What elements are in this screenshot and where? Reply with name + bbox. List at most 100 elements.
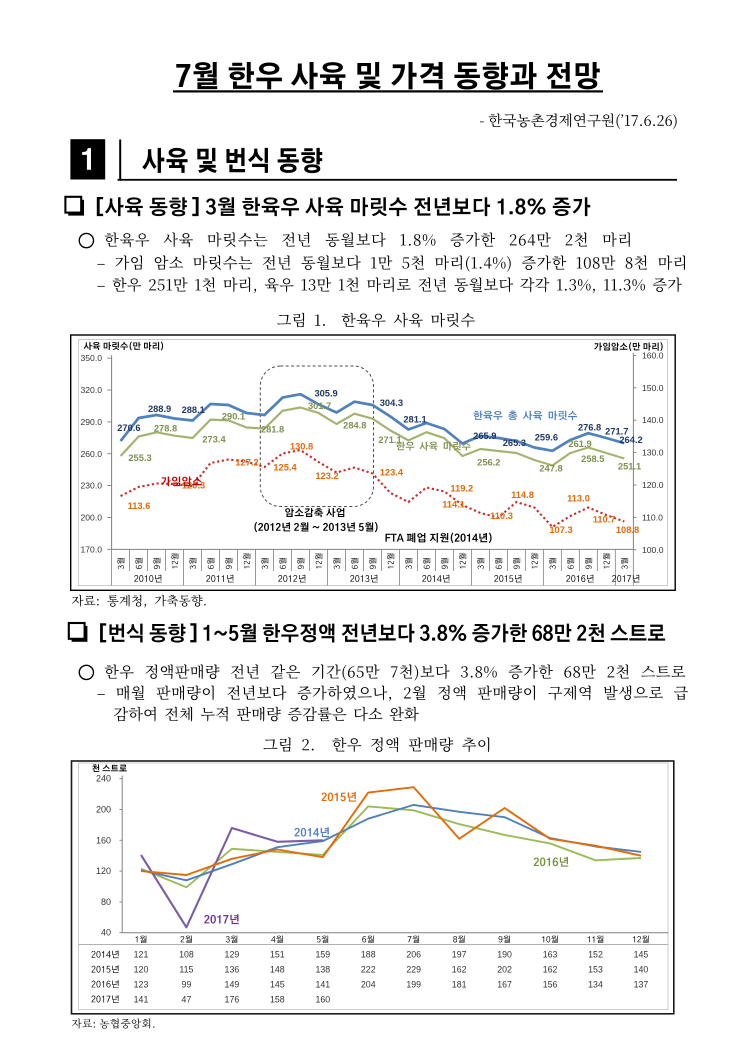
svg-text:162: 162	[543, 965, 558, 975]
svg-text:156: 156	[543, 979, 558, 989]
svg-text:108: 108	[179, 950, 194, 960]
svg-text:120.0: 120.0	[642, 480, 664, 490]
svg-text:256.2: 256.2	[477, 458, 500, 468]
svg-text:278.8: 278.8	[154, 423, 177, 433]
svg-text:160: 160	[315, 994, 330, 1004]
svg-text:255.3: 255.3	[128, 453, 151, 463]
svg-text:273.4: 273.4	[202, 434, 226, 444]
svg-text:113.0: 113.0	[567, 493, 590, 503]
svg-text:130.8: 130.8	[290, 441, 313, 451]
svg-text:163: 163	[543, 950, 558, 960]
svg-text:120: 120	[134, 965, 149, 975]
svg-text:251.1: 251.1	[618, 461, 641, 471]
svg-text:114.8: 114.8	[511, 490, 534, 500]
svg-text:130.0: 130.0	[642, 448, 664, 458]
svg-text:265.3: 265.3	[503, 438, 526, 448]
svg-text:108.8: 108.8	[616, 525, 639, 535]
svg-text:261.9: 261.9	[568, 439, 591, 449]
svg-text:119.2: 119.2	[450, 484, 473, 494]
svg-text:288.9: 288.9	[148, 404, 171, 414]
svg-text:158: 158	[270, 994, 285, 1004]
svg-text:264.2: 264.2	[619, 435, 642, 445]
svg-text:290.1: 290.1	[222, 412, 245, 422]
svg-text:204: 204	[361, 979, 376, 989]
svg-text:107.3: 107.3	[549, 525, 572, 535]
svg-text:115: 115	[179, 965, 193, 975]
svg-text:114.1: 114.1	[442, 500, 465, 510]
svg-text:141: 141	[134, 994, 149, 1004]
svg-text:129: 129	[225, 950, 240, 960]
svg-text:281.8: 281.8	[261, 424, 284, 434]
svg-text:99: 99	[182, 979, 192, 989]
svg-text:148: 148	[270, 965, 285, 975]
svg-text:265.9: 265.9	[473, 431, 496, 441]
svg-text:121: 121	[134, 950, 149, 960]
svg-text:160: 160	[96, 835, 111, 845]
svg-text:47: 47	[182, 994, 192, 1004]
svg-text:159: 159	[315, 950, 330, 960]
svg-text:140: 140	[634, 965, 649, 975]
svg-text:304.3: 304.3	[380, 398, 403, 408]
svg-text:270.6: 270.6	[117, 423, 140, 433]
svg-text:141: 141	[315, 979, 330, 989]
svg-text:123.2: 123.2	[315, 471, 338, 481]
svg-text:199: 199	[406, 979, 421, 989]
svg-text:281.1: 281.1	[403, 415, 426, 425]
svg-text:40: 40	[101, 928, 111, 938]
svg-text:188: 188	[361, 950, 376, 960]
svg-text:350.0: 350.0	[80, 353, 102, 363]
svg-text:110.7: 110.7	[593, 515, 616, 525]
svg-text:200: 200	[96, 805, 111, 815]
svg-text:80: 80	[101, 897, 111, 907]
svg-text:259.6: 259.6	[535, 433, 558, 443]
svg-text:276.8: 276.8	[578, 423, 601, 433]
svg-text:152: 152	[588, 950, 603, 960]
svg-text:260.0: 260.0	[80, 449, 102, 459]
svg-text:301.7: 301.7	[308, 401, 331, 411]
svg-text:136: 136	[225, 965, 240, 975]
svg-text:138: 138	[315, 965, 330, 975]
svg-text:100.0: 100.0	[642, 545, 664, 555]
svg-text:134: 134	[588, 979, 603, 989]
svg-text:320.0: 320.0	[80, 385, 102, 395]
svg-text:153: 153	[588, 965, 603, 975]
svg-text:160.0: 160.0	[642, 350, 664, 360]
svg-text:113.6: 113.6	[128, 501, 151, 511]
svg-text:145: 145	[634, 950, 649, 960]
svg-text:140.0: 140.0	[642, 415, 664, 425]
svg-text:284.8: 284.8	[343, 420, 366, 430]
svg-text:222: 222	[361, 965, 376, 975]
svg-text:197: 197	[452, 950, 467, 960]
svg-text:305.9: 305.9	[314, 389, 337, 399]
svg-text:145: 145	[270, 979, 285, 989]
svg-text:110.0: 110.0	[642, 512, 663, 522]
svg-text:206: 206	[406, 950, 421, 960]
svg-text:120.3: 120.3	[182, 481, 205, 491]
svg-text:290.0: 290.0	[80, 417, 102, 427]
svg-text:123.4: 123.4	[380, 468, 404, 478]
svg-text:271.1: 271.1	[378, 435, 401, 445]
svg-text:202: 202	[497, 965, 512, 975]
svg-text:200.0: 200.0	[80, 512, 102, 522]
svg-text:123: 123	[134, 979, 149, 989]
svg-text:170.0: 170.0	[80, 544, 102, 554]
svg-text:125.4: 125.4	[273, 463, 297, 473]
svg-text:247.8: 247.8	[539, 464, 562, 474]
svg-text:176: 176	[225, 994, 240, 1004]
svg-text:229: 229	[406, 965, 421, 975]
svg-text:150.0: 150.0	[642, 383, 664, 393]
svg-text:230.0: 230.0	[80, 481, 102, 491]
svg-text:271.7: 271.7	[605, 427, 628, 437]
svg-text:240: 240	[96, 774, 111, 784]
svg-text:120: 120	[96, 866, 111, 876]
svg-text:258.5: 258.5	[581, 454, 604, 464]
svg-text:190: 190	[497, 950, 512, 960]
svg-text:137: 137	[634, 979, 649, 989]
svg-text:162: 162	[452, 965, 467, 975]
svg-text:127.2: 127.2	[235, 457, 258, 467]
svg-text:110.3: 110.3	[490, 511, 513, 521]
svg-text:167: 167	[497, 979, 512, 989]
svg-text:151: 151	[270, 950, 285, 960]
svg-text:181: 181	[452, 979, 467, 989]
svg-text:288.1: 288.1	[182, 405, 205, 415]
